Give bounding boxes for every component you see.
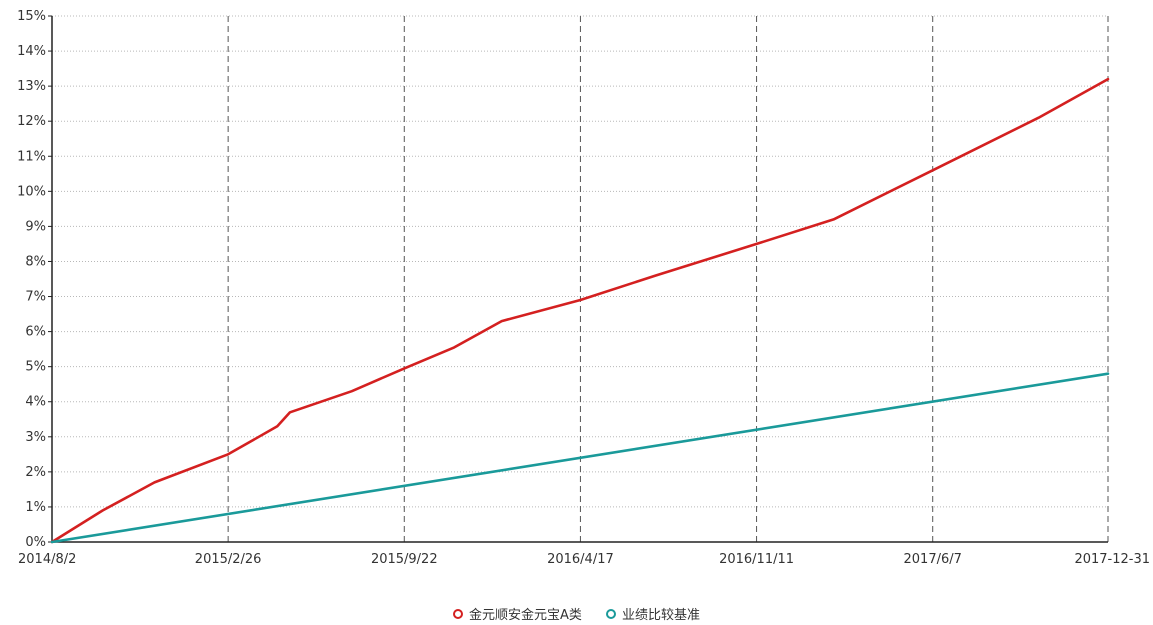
y-tick-label-10: 10% — [17, 184, 46, 199]
legend-item-1[interactable]: 业绩比较基准 — [606, 604, 700, 623]
y-tick-label-11: 11% — [17, 149, 46, 164]
y-tick-label-13: 13% — [17, 79, 46, 94]
legend-label-0: 金元顺安金元宝A类 — [468, 608, 582, 623]
y-tick-label-14: 14% — [17, 44, 46, 59]
y-tick-label-1: 1% — [25, 500, 46, 515]
x-tick-label-4: 2016/11/11 — [719, 552, 794, 567]
legend-label-1: 业绩比较基准 — [622, 608, 701, 623]
y-tick-label-5: 5% — [25, 360, 46, 375]
y-tick-label-0: 0% — [25, 535, 46, 550]
x-tick-label-3: 2016/4/17 — [547, 552, 614, 567]
legend-marker-0 — [452, 608, 463, 619]
series — [50, 77, 1110, 544]
tick-labels: 0% 1% 2% 3% 4% 5% 6% 7% 8% 9% 10% 11% 12% 13% 14% 15% 20… — [17, 9, 1150, 567]
series-line-1 — [50, 372, 1110, 544]
y-tick-label-6: 6% — [25, 325, 46, 340]
legend: 金元顺安金元宝A类 业绩比较基准 — [0, 604, 1153, 623]
x-tick-label-0: 2014/8/2 — [18, 552, 76, 567]
x-tick-label-6: 2017-12-31 — [1074, 552, 1150, 567]
y-tick-label-4: 4% — [25, 395, 46, 410]
x-tick-label-5: 2017/6/7 — [904, 552, 962, 567]
y-tick-label-8: 8% — [25, 254, 46, 269]
y-tick-label-15: 15% — [17, 9, 46, 24]
y-tick-label-3: 3% — [25, 430, 46, 445]
x-tick-label-2: 2015/9/22 — [371, 552, 438, 567]
series-line-0 — [50, 77, 1110, 544]
legend-item-0[interactable]: 金元顺安金元宝A类 — [452, 604, 582, 623]
y-tick-label-7: 7% — [25, 290, 46, 305]
x-tick-label-1: 2015/2/26 — [195, 552, 262, 567]
legend-marker-1 — [606, 608, 617, 619]
y-tick-label-2: 2% — [25, 465, 46, 480]
axes — [48, 15, 1108, 543]
y-tick-label-12: 12% — [17, 114, 46, 129]
y-tick-label-9: 9% — [25, 219, 46, 234]
